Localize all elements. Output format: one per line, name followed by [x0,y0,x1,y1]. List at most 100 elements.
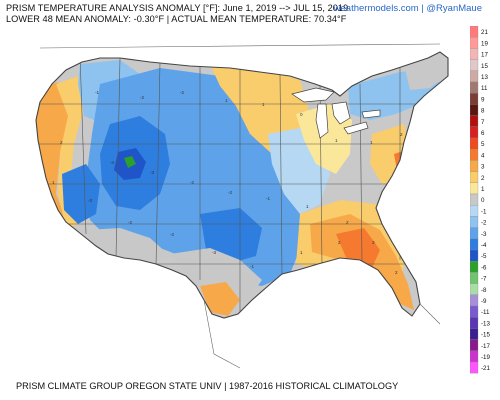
color-legend: 2119171513119876543210-1-2-3-4-5-6-7-8-9… [470,26,491,374]
legend-label: 9 [481,96,485,103]
legend-swatch [470,261,479,273]
lake-erie [343,121,369,135]
lake-michigan [315,103,329,139]
georgia-hottest-region [336,228,380,268]
legend-label: -11 [481,309,490,316]
station-labels: -1-2-2 110 1 12 -4-3-2 -2-11 23-3 -2-2-3 … [52,90,403,275]
legend-swatch [470,350,479,363]
svg-text:-4: -4 [110,160,115,165]
legend-swatch [470,137,479,150]
svg-text:1: 1 [262,102,265,107]
legend-swatch [470,149,479,161]
new-england-neutral-region [404,54,448,90]
legend-swatch [470,171,479,183]
legend-swatch [470,249,479,262]
legend-swatch [470,272,479,284]
legend-swatch [470,193,479,206]
legend-swatch [470,216,479,228]
svg-text:-2: -2 [170,232,175,237]
legend-label: -13 [481,320,491,327]
map-title: PRISM TEMPERATURE ANALYSIS ANOMALY [°F]:… [6,3,349,13]
legend-swatch [470,81,479,94]
legend-label: -7 [481,276,487,283]
lake-huron [331,101,351,125]
legend-swatch [470,317,479,329]
credit-text: weathermodels.com | @RyanMaue [333,3,482,14]
state-borders [36,53,448,314]
footer-credit: PRISM CLIMATE GROUP OREGON STATE UNIV | … [16,381,399,391]
svg-text:-1: -1 [266,196,271,201]
neighbor-borders [39,43,441,369]
legend-label: 6 [481,130,485,137]
legend-swatch [470,227,479,239]
legend-swatch [470,328,479,340]
map-subtitle: LOWER 48 MEAN ANOMALY: -0.30°F | ACTUAL … [6,14,347,24]
legend-swatch [470,37,479,49]
svg-text:1: 1 [300,250,303,255]
legend-label: -1 [481,208,487,215]
svg-text:-3: -3 [88,198,93,203]
great-lakes [291,87,381,139]
svg-text:1: 1 [52,180,55,185]
legend-swatch [470,93,479,105]
svg-text:2: 2 [338,240,341,245]
green-patch-region [124,156,136,168]
legend-label: 1 [481,186,485,193]
us-outline [35,51,449,319]
svg-text:1: 1 [306,204,309,209]
svg-text:-3: -3 [212,250,217,255]
legend-label: -4 [481,242,487,249]
legend-label: 21 [481,29,488,36]
legend-label: 13 [481,74,488,81]
svg-text:-2: -2 [180,90,185,95]
legend-swatch [470,70,479,83]
svg-text:-1: -1 [250,264,255,269]
svg-text:1: 1 [335,138,338,143]
svg-text:1: 1 [370,140,373,145]
lake-superior [291,87,335,103]
svg-text:-2: -2 [128,220,133,225]
svg-text:-2: -2 [228,190,233,195]
legend-swatch [470,205,479,217]
svg-text:0: 0 [300,112,303,117]
legend-label: 8 [481,108,485,115]
legend-swatch [470,160,479,172]
lake-ontario [361,109,381,119]
legend-label: -2 [481,220,487,227]
svg-text:3: 3 [372,240,375,245]
south-texas-warm-region [200,282,240,316]
legend-swatch [470,238,479,251]
legend-label: 2 [481,175,485,182]
svg-text:-2: -2 [140,95,145,100]
southern-plains-cool-region [200,208,262,264]
legend-label: 11 [481,85,488,92]
legend-label: 17 [481,52,488,59]
legend-label: 3 [481,164,485,171]
southwest-neutral-region [86,228,170,262]
svg-text:2: 2 [60,140,63,145]
legend-swatch [470,26,479,38]
legend-swatch [470,59,479,71]
legend-label: -15 [481,332,491,339]
legend-label: -5 [481,253,487,260]
legend-swatch [470,104,479,116]
legend-swatch [470,339,479,351]
svg-text:-3: -3 [150,170,155,175]
legend-label: -9 [481,298,487,305]
legend-label: -17 [481,343,491,350]
legend-swatch [470,294,479,307]
svg-text:2: 2 [346,220,349,225]
legend-label: -6 [481,264,487,271]
legend-label: -3 [481,231,487,238]
legend-label: -19 [481,354,491,361]
legend-swatch [470,361,479,374]
anomaly-map: -1-2-2 110 1 12 -4-3-2 -2-11 23-3 -2-2-3 … [35,43,449,369]
anomaly-fields [36,54,448,316]
legend-swatch [470,48,479,60]
legend-label: 0 [481,197,485,204]
legend-swatch [470,115,479,127]
legend-swatch [470,305,479,318]
texas-neutral-region [170,248,262,314]
svg-text:-1: -1 [95,90,100,95]
legend-label: -8 [481,287,487,294]
